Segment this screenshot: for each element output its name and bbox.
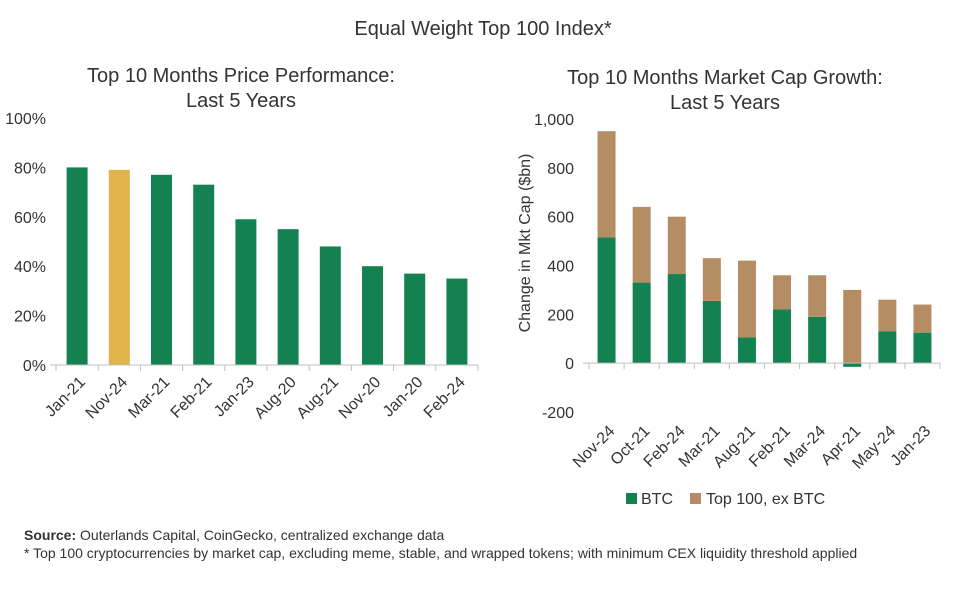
- x-tick-label: Nov-24: [570, 423, 619, 472]
- bar-nov-24: [108, 169, 130, 365]
- y-tick-label: -200: [542, 405, 574, 422]
- y-tick-label: 200: [547, 307, 574, 324]
- bar-btc-mar-24: [808, 316, 827, 364]
- y-tick-label: 20%: [14, 309, 46, 326]
- y-tick-label: 40%: [14, 259, 46, 276]
- y-tick-label: 100%: [5, 111, 46, 128]
- y-tick-label: 0%: [23, 358, 46, 375]
- footnote: * Top 100 cryptocurrencies by market cap…: [24, 545, 858, 561]
- market-cap-growth-chart: Top 10 Months Market Cap Growth: Last 5 Y…: [517, 67, 941, 508]
- bar-top100-mar-21: [702, 258, 721, 301]
- y-tick-label: 60%: [14, 210, 46, 227]
- x-tick-label: Jan-23: [888, 423, 935, 470]
- bar-jan-20: [404, 273, 426, 365]
- main-title: Equal Weight Top 100 Index*: [354, 18, 612, 40]
- bar-btc-apr-21: [843, 363, 862, 367]
- chart-title-line: Top 10 Months Market Cap Growth:: [567, 67, 883, 89]
- bar-btc-feb-21: [773, 309, 792, 364]
- bar-feb-24: [446, 278, 468, 365]
- price-performance-chart: Top 10 Months Price Performance: Last 5 Y…: [5, 65, 479, 422]
- bar-btc-jan-23: [913, 332, 932, 364]
- y-tick-label: 0: [565, 356, 574, 373]
- bar-nov-20: [362, 266, 383, 365]
- legend-swatch-btc: [626, 493, 637, 504]
- y-tick-label: 600: [547, 210, 574, 227]
- bar-jan-23: [235, 219, 257, 365]
- bar-btc-oct-21: [632, 282, 651, 364]
- bar-aug-20: [277, 229, 299, 365]
- bar-btc-feb-24: [667, 274, 686, 364]
- chart-title-line: Last 5 Years: [186, 90, 296, 112]
- bar-top100-apr-21: [843, 289, 862, 364]
- bar-top100-feb-24: [667, 216, 686, 275]
- bar-top100-aug-21: [737, 260, 756, 338]
- bar-top100-feb-21: [773, 275, 792, 310]
- y-tick-label: 800: [547, 161, 574, 178]
- chart-title-line: Last 5 Years: [670, 92, 780, 114]
- source-line: Source: Outerlands Capital, CoinGecko, c…: [24, 526, 954, 544]
- bar-btc-mar-21: [702, 300, 721, 364]
- source-label: Source:: [24, 527, 77, 543]
- legend-label-top100: Top 100, ex BTC: [706, 491, 825, 508]
- bar-top100-mar-24: [808, 275, 827, 317]
- bar-mar-21: [151, 174, 172, 365]
- bar-top100-oct-21: [632, 206, 651, 283]
- bar-btc-may-24: [878, 331, 897, 364]
- bar-top100-nov-24: [597, 131, 616, 238]
- bar-aug-21: [319, 246, 341, 365]
- bar-top100-may-24: [878, 299, 897, 332]
- y-axis-title: Change in Mkt Cap ($bn): [517, 154, 534, 333]
- chart-title-line: Top 10 Months Price Performance:: [87, 65, 395, 87]
- bar-jan-21: [66, 167, 88, 365]
- bar-btc-nov-24: [597, 237, 616, 364]
- y-tick-label: 80%: [14, 160, 46, 177]
- bar-feb-21: [193, 184, 215, 365]
- y-tick-label: 1,000: [534, 112, 574, 129]
- source-text: Outerlands Capital, CoinGecko, centraliz…: [76, 527, 445, 543]
- bar-btc-aug-21: [737, 337, 756, 364]
- bar-top100-jan-23: [913, 304, 932, 333]
- legend-swatch-top100: [690, 493, 701, 504]
- y-tick-label: 400: [547, 259, 574, 276]
- legend-label-btc: BTC: [641, 491, 673, 508]
- footer: Source: Outerlands Capital, CoinGecko, c…: [24, 526, 954, 562]
